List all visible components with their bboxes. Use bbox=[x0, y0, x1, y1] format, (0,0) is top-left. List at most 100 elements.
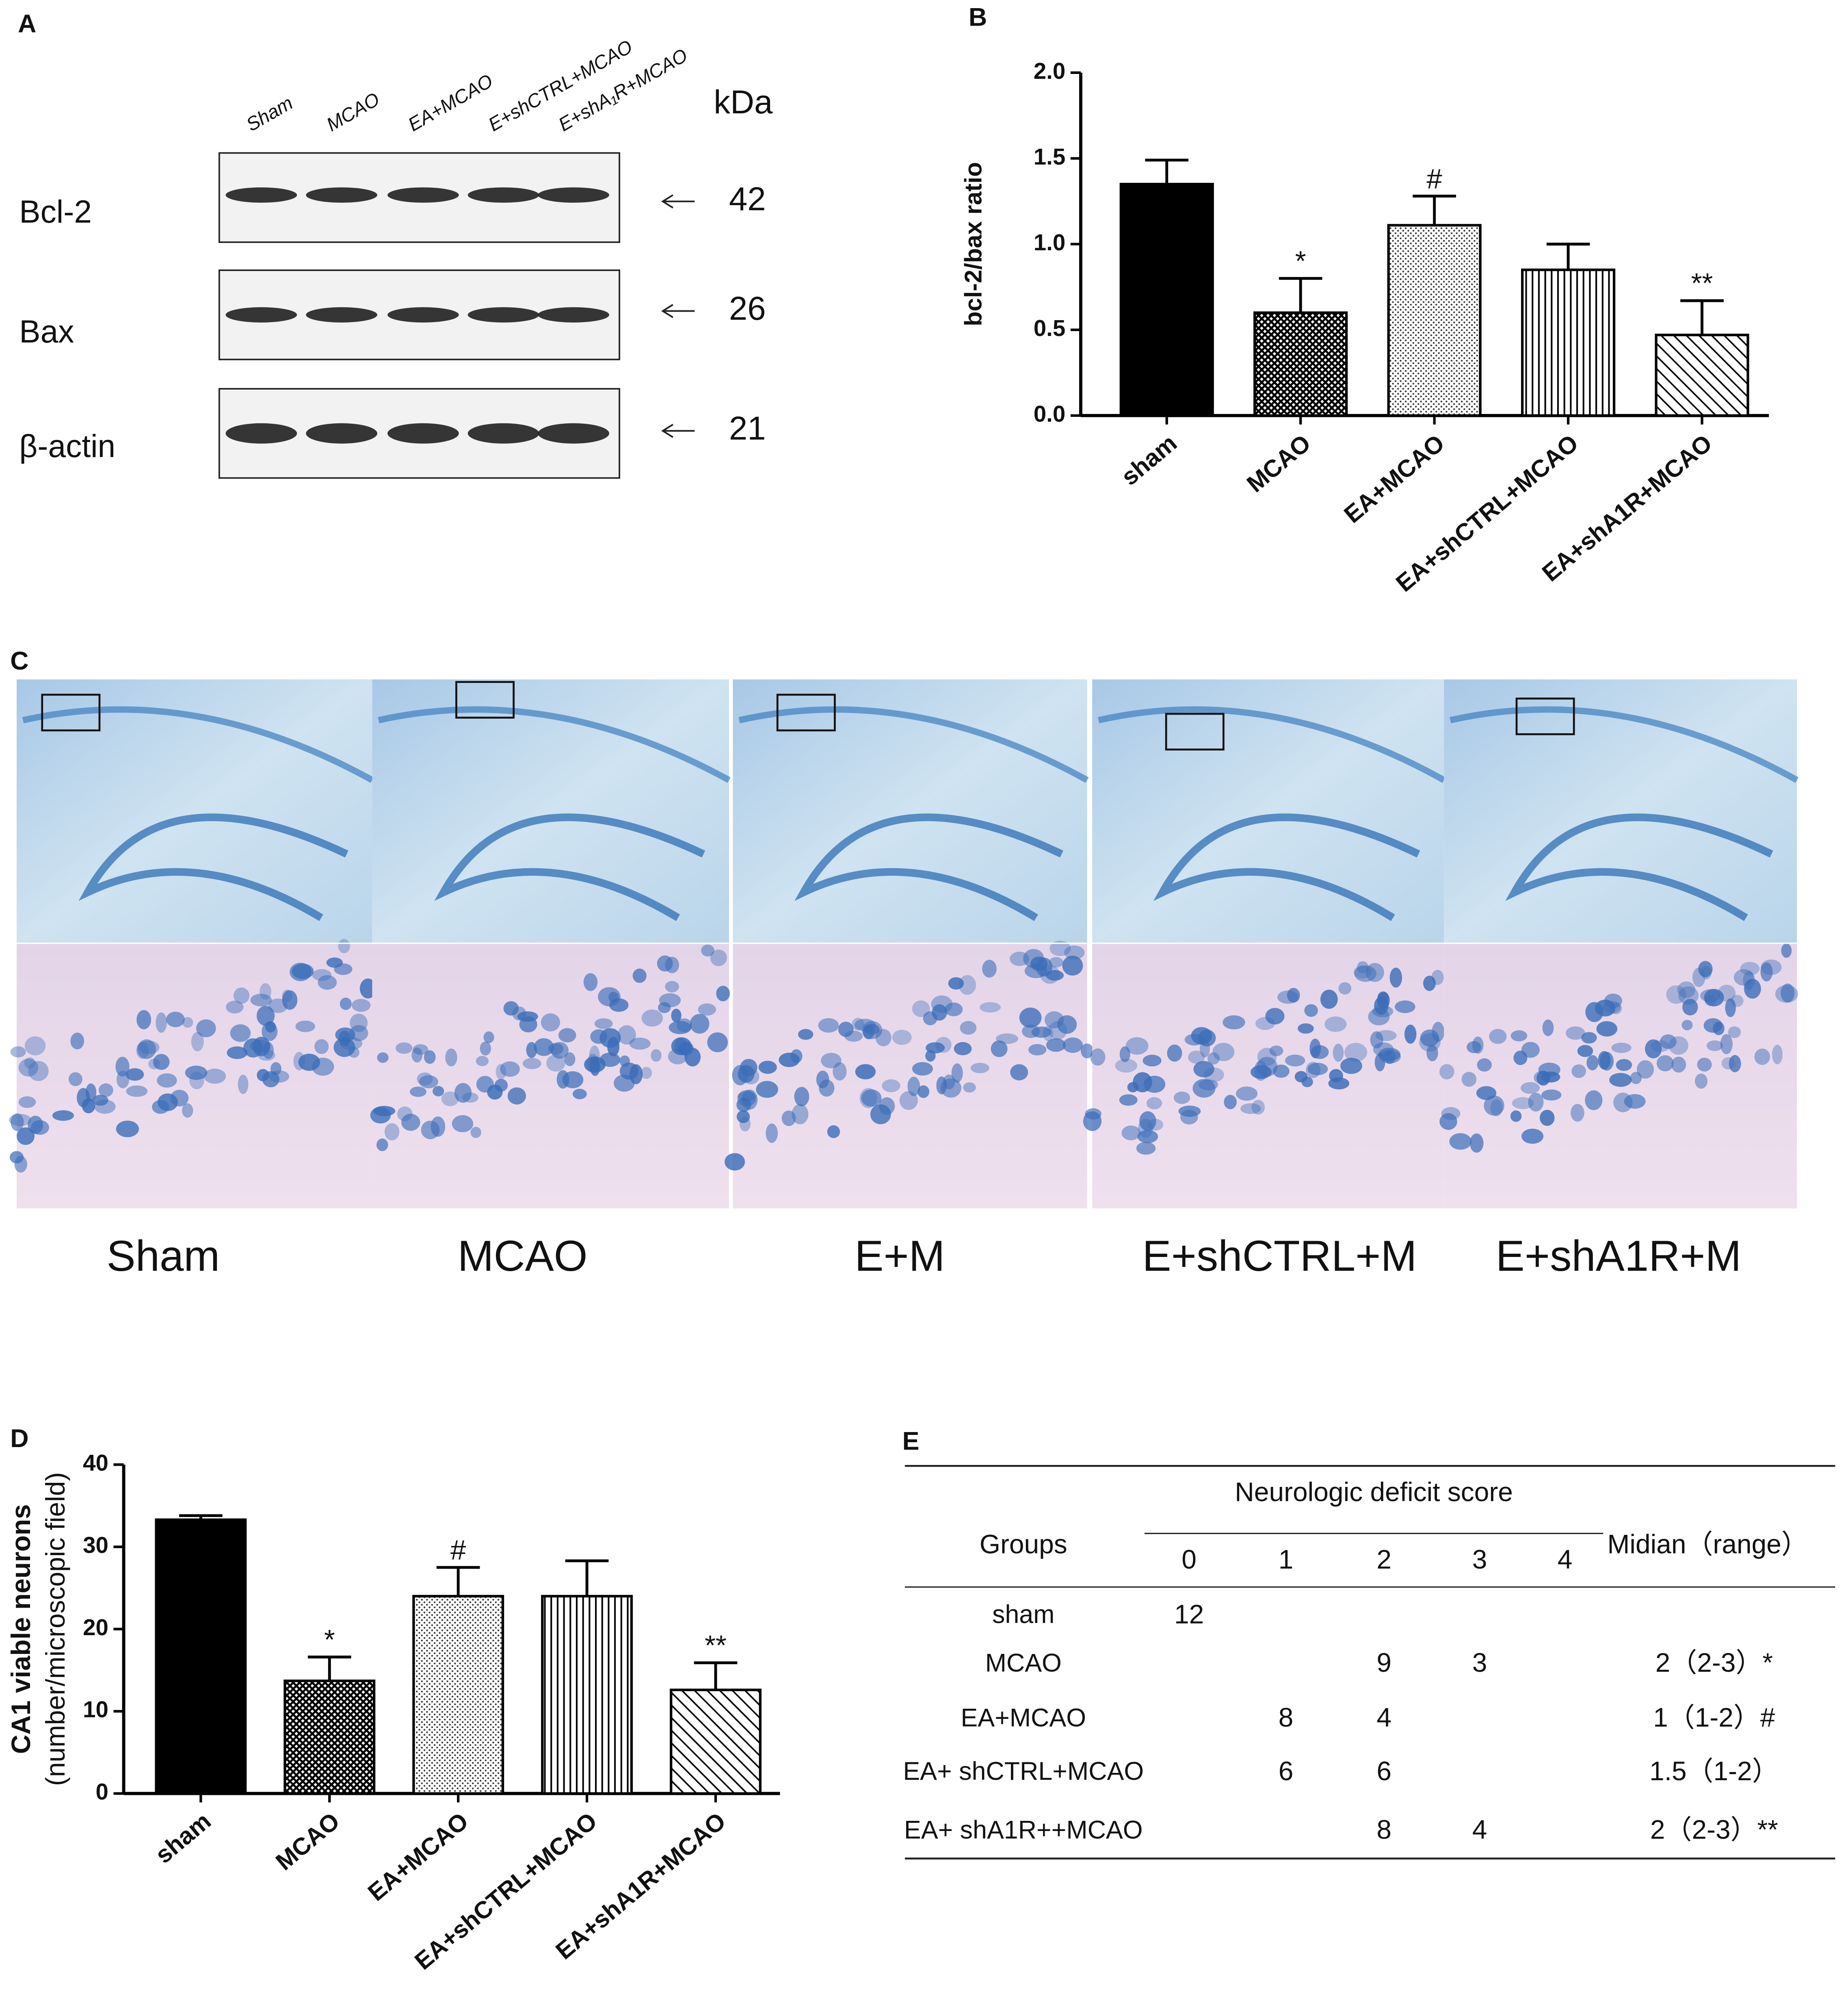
row-label: β-actin bbox=[19, 428, 115, 464]
neuron bbox=[551, 1042, 569, 1059]
neuron bbox=[28, 1061, 49, 1081]
neuron bbox=[1311, 1045, 1329, 1059]
neuron bbox=[126, 1085, 148, 1097]
count-cell: 9 bbox=[1376, 1647, 1391, 1677]
dentate-gyrus bbox=[434, 813, 705, 921]
neuron bbox=[1713, 1021, 1725, 1036]
neuron bbox=[816, 1070, 829, 1089]
neuron bbox=[116, 1070, 130, 1088]
neuron bbox=[157, 1073, 177, 1088]
group-label: MCAO bbox=[458, 1231, 588, 1280]
neuron bbox=[1469, 1133, 1484, 1153]
neuron bbox=[617, 1025, 636, 1045]
neuron bbox=[238, 1075, 249, 1094]
neuron bbox=[470, 1127, 481, 1138]
neuron bbox=[960, 1021, 977, 1035]
micrograph-overview bbox=[1444, 679, 1797, 943]
neuron bbox=[115, 1057, 130, 1077]
neuron bbox=[1682, 999, 1698, 1016]
neuron bbox=[1610, 1002, 1622, 1014]
neuron bbox=[1420, 1029, 1439, 1047]
neuron bbox=[1609, 1073, 1632, 1087]
neuron bbox=[318, 975, 337, 990]
neuron bbox=[599, 1028, 621, 1048]
neuron bbox=[1301, 1077, 1313, 1088]
neuron bbox=[1143, 1055, 1162, 1067]
neuron bbox=[1651, 1040, 1670, 1052]
neuron bbox=[1193, 1061, 1214, 1077]
neuron bbox=[1368, 1008, 1390, 1025]
neuron bbox=[348, 1047, 359, 1058]
neuron bbox=[1721, 1057, 1735, 1070]
neuron bbox=[738, 1065, 755, 1083]
neuron bbox=[250, 994, 272, 1007]
neuron bbox=[494, 1079, 508, 1092]
neuron bbox=[1596, 1021, 1618, 1037]
bar bbox=[1655, 334, 1749, 417]
neuron bbox=[1645, 1039, 1662, 1059]
neuron bbox=[1423, 975, 1436, 991]
error-bar bbox=[1413, 195, 1456, 225]
y-tick-label: 40 bbox=[83, 1450, 108, 1476]
neuron bbox=[333, 1038, 355, 1057]
count-cell: 4 bbox=[1472, 1814, 1487, 1844]
y-tick-label: 0.5 bbox=[1034, 315, 1066, 341]
neuron bbox=[959, 975, 976, 995]
neuron bbox=[156, 1012, 167, 1033]
neuron bbox=[629, 1038, 651, 1050]
neuron bbox=[413, 1044, 428, 1055]
neuron bbox=[1251, 1100, 1265, 1115]
row-label: Bax bbox=[19, 314, 74, 349]
neuron bbox=[136, 1010, 151, 1029]
neuron bbox=[1541, 1071, 1560, 1083]
neuron bbox=[1340, 1057, 1362, 1074]
neuron bbox=[1744, 979, 1761, 999]
neuron bbox=[258, 1049, 275, 1061]
neuron bbox=[351, 999, 371, 1012]
neuron bbox=[373, 1106, 396, 1116]
neuron bbox=[882, 1079, 900, 1092]
group-label: E+shCTRL+M bbox=[1142, 1231, 1417, 1280]
neuron bbox=[1740, 962, 1760, 975]
significance-mark: ** bbox=[705, 1629, 727, 1661]
neuron bbox=[377, 1052, 389, 1063]
neuron bbox=[1199, 1039, 1210, 1058]
median-cell: 2（2-3）** bbox=[1650, 1814, 1778, 1844]
neuron bbox=[1049, 957, 1063, 968]
neuron bbox=[794, 1087, 809, 1107]
neuron bbox=[833, 1062, 847, 1081]
neuron bbox=[1613, 1092, 1633, 1112]
neuron bbox=[18, 1096, 36, 1108]
neuron bbox=[230, 1024, 251, 1042]
zoom-box bbox=[776, 693, 836, 732]
neuron bbox=[1137, 1130, 1158, 1143]
error-bar bbox=[307, 1655, 351, 1681]
neuron bbox=[10, 1046, 26, 1057]
neuron bbox=[1731, 995, 1744, 1007]
bar bbox=[541, 1595, 633, 1795]
neuron bbox=[1760, 962, 1773, 982]
neuron bbox=[1743, 971, 1755, 990]
neuron bbox=[1146, 1097, 1162, 1109]
y-tick-label: 2.0 bbox=[1034, 58, 1066, 84]
significance-mark: ** bbox=[1691, 268, 1713, 299]
neuron bbox=[641, 1067, 652, 1079]
neuron bbox=[1681, 1020, 1693, 1031]
neuron bbox=[24, 1036, 46, 1055]
neuron bbox=[158, 1093, 178, 1111]
neuron bbox=[166, 1012, 185, 1027]
neuron bbox=[136, 1042, 149, 1059]
neuron bbox=[1729, 1055, 1741, 1073]
neuron bbox=[1489, 1029, 1507, 1044]
neuron bbox=[417, 1072, 433, 1086]
neuron bbox=[419, 1075, 439, 1088]
neuron bbox=[411, 1047, 423, 1063]
score-header: 3 bbox=[1472, 1544, 1487, 1574]
neuron bbox=[1324, 1016, 1347, 1032]
neuron bbox=[500, 1061, 520, 1077]
neuron bbox=[76, 1088, 90, 1107]
group-cell: MCAO bbox=[985, 1649, 1062, 1677]
x-tick-label: MCAO bbox=[1242, 429, 1316, 497]
neuron bbox=[431, 1116, 446, 1137]
neuron bbox=[1320, 990, 1338, 1009]
